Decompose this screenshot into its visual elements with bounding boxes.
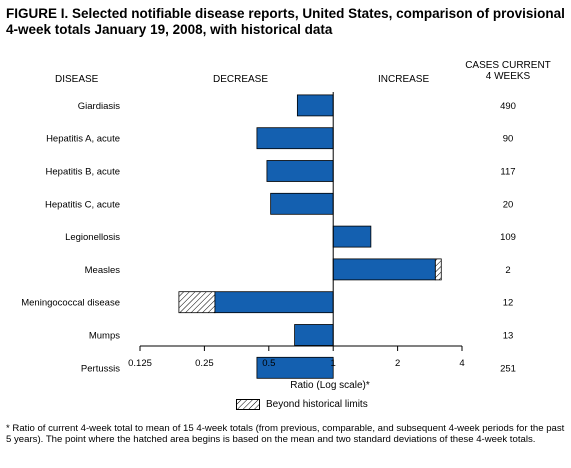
disease-header: DISEASE <box>55 74 99 85</box>
x-tick-label: 2 <box>395 358 400 369</box>
bar-4 <box>332 225 372 248</box>
bar-1 <box>256 127 334 150</box>
x-tick-label: 0.25 <box>195 358 214 369</box>
title-line-1: FIGURE I. Selected notifiable disease re… <box>6 6 565 21</box>
category-label: Giardiasis <box>78 101 120 112</box>
x-tick-label: 0.125 <box>128 358 152 369</box>
cases-header: CASES CURRENT 4 WEEKS <box>462 60 554 82</box>
category-label: Hepatitis C, acute <box>45 199 120 210</box>
cases-value: 12 <box>503 298 514 309</box>
bar-hatched-6 <box>178 291 216 314</box>
title-line-2: 4-week totals January 19, 2008, with his… <box>6 22 333 37</box>
figure-title: FIGURE I. Selected notifiable disease re… <box>6 6 566 38</box>
cases-value: 117 <box>500 167 515 178</box>
cases-value: 20 <box>503 199 514 210</box>
footnote: * Ratio of current 4-week total to mean … <box>6 423 565 445</box>
x-tick-label: 1 <box>331 358 336 369</box>
decrease-header: DECREASE <box>213 74 269 85</box>
cases-value: 2 <box>505 265 510 276</box>
legend-label: Beyond historical limits <box>266 399 368 410</box>
legend: Beyond historical limits <box>236 399 368 410</box>
bar-hatched-5 <box>434 258 442 281</box>
bar-2 <box>266 160 334 182</box>
bar-7 <box>294 324 334 346</box>
category-label: Pertussis <box>81 363 120 374</box>
legend-hatch-swatch <box>236 399 260 410</box>
category-label: Hepatitis B, acute <box>46 167 120 178</box>
x-axis-label: Ratio (Log scale)* <box>290 380 370 391</box>
cases-header-line-1: CASES CURRENT <box>465 60 551 71</box>
category-label: Legionellosis <box>65 232 120 243</box>
x-tick-label: 4 <box>459 358 464 369</box>
category-label: Hepatitis A, acute <box>46 134 120 145</box>
cases-value: 251 <box>500 363 516 374</box>
category-label: Meningococcal disease <box>21 298 120 309</box>
cases-header-line-2: 4 WEEKS <box>485 71 531 82</box>
increase-header: INCREASE <box>378 74 430 85</box>
bar-3 <box>270 192 334 215</box>
bar-6 <box>214 291 334 314</box>
bar-5 <box>332 258 436 281</box>
cases-value: 490 <box>500 101 516 112</box>
cases-value: 109 <box>500 232 516 243</box>
bar-0 <box>296 94 334 117</box>
x-tick-label: 0.5 <box>262 358 275 369</box>
cases-value: 90 <box>503 134 514 145</box>
bar-8 <box>256 356 334 379</box>
category-label: Mumps <box>89 331 120 342</box>
cases-value: 13 <box>503 331 514 342</box>
category-label: Measles <box>85 265 121 276</box>
